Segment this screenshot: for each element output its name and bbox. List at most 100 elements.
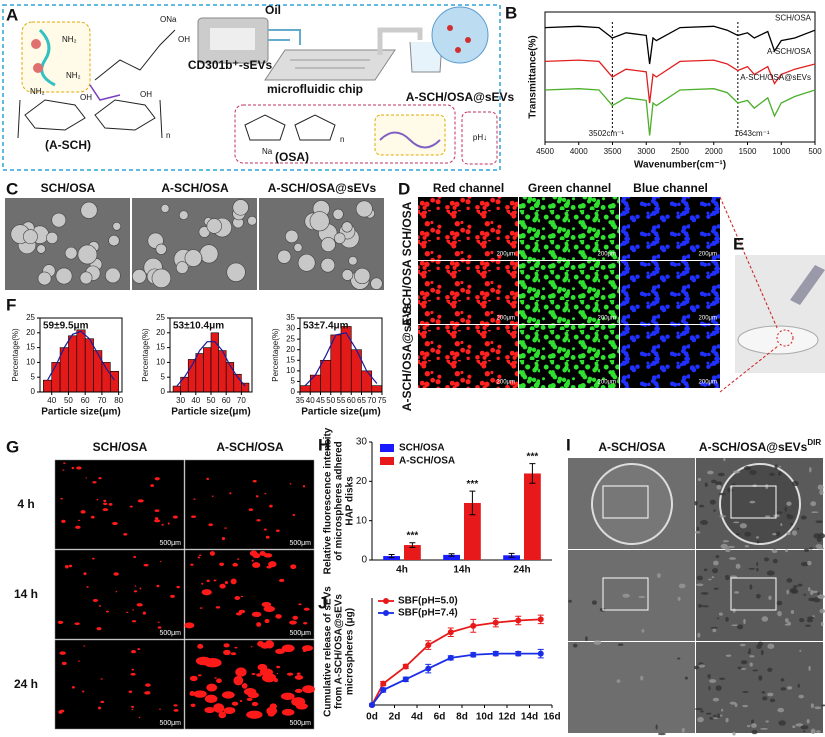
scale-bar-label: 200μm (497, 380, 515, 386)
texture (711, 576, 715, 579)
texture (789, 587, 797, 594)
texture (767, 643, 775, 649)
point (402, 663, 409, 670)
legend-label: SCH/OSA (399, 443, 445, 454)
texture (712, 567, 719, 574)
speck (206, 579, 210, 583)
speck (269, 504, 273, 508)
texture (622, 593, 630, 598)
panel-letter: F (6, 295, 16, 314)
speck (302, 485, 306, 488)
speck (275, 614, 282, 619)
group: NH₂ (62, 35, 77, 44)
label: microfluidic chip (267, 82, 363, 96)
y-tick-label: 20 (26, 328, 35, 337)
fluorescence-image (54, 549, 185, 640)
point (492, 650, 499, 657)
point (470, 651, 477, 658)
chip (264, 49, 396, 81)
texture (694, 531, 701, 534)
microsphere (46, 231, 59, 244)
texture (727, 487, 733, 493)
osa-box (234, 104, 456, 164)
legend-label: SBF(pH=7.4) (398, 608, 458, 619)
amine-chain (38, 28, 56, 87)
texture (773, 514, 780, 518)
texture (591, 600, 598, 605)
beaker (409, 41, 443, 73)
speck (76, 466, 82, 470)
microsphere (64, 246, 78, 260)
y-tick-label: 0 (161, 387, 166, 396)
texture (767, 692, 774, 697)
x-tick-label: 40 (47, 396, 56, 405)
speck (83, 572, 87, 576)
microsphere (132, 269, 147, 284)
fluorescence-image (519, 261, 619, 324)
bracket (17, 99, 163, 139)
speck (197, 556, 201, 559)
fluorescence-image (620, 261, 720, 324)
speck (96, 627, 102, 631)
x-tick-label: 40 (191, 396, 200, 405)
y-tick-label: 5 (31, 372, 36, 381)
speck (246, 710, 263, 719)
texture (700, 710, 704, 713)
speck (138, 716, 141, 719)
x-tick-label: 14d (521, 712, 538, 723)
speck (161, 523, 164, 526)
x-axis-label: Particle size(μm) (41, 407, 120, 418)
texture (694, 707, 703, 711)
speck (237, 558, 240, 560)
microsphere (332, 208, 344, 220)
speck (154, 519, 161, 523)
microsphere (293, 243, 303, 252)
texture (713, 560, 719, 566)
texture (774, 464, 778, 470)
speck (251, 611, 262, 617)
x-tick-label: 1500 (739, 147, 757, 156)
speck (133, 590, 138, 593)
microsphere-outline (719, 463, 801, 545)
texture (764, 557, 770, 562)
speck (133, 555, 137, 559)
speck (189, 675, 198, 682)
connector (719, 196, 779, 393)
texture (703, 568, 708, 572)
sem-image (568, 550, 695, 641)
x-axis-label: Particle size(μm) (301, 407, 380, 418)
scale-bar-label: 500μm (159, 630, 181, 637)
group: OH (178, 35, 190, 44)
bar (203, 347, 212, 393)
speck (154, 517, 159, 520)
speck (286, 672, 294, 676)
column-header: Green channel (528, 181, 611, 195)
speck (86, 586, 89, 588)
y-tick-label: 35 (286, 313, 295, 322)
y-tick-label: 20 (356, 476, 368, 487)
speck (219, 583, 226, 589)
microsphere (77, 244, 98, 265)
speck (231, 701, 239, 706)
speck (173, 708, 179, 712)
tube (268, 29, 301, 45)
speck (241, 683, 248, 689)
point (425, 665, 432, 672)
bond (89, 84, 121, 101)
speck (113, 572, 119, 576)
texture (568, 599, 572, 603)
speck (71, 466, 75, 470)
point (492, 619, 499, 626)
speck (62, 462, 66, 464)
x-tick-label: 3000 (637, 147, 655, 156)
speck (234, 595, 241, 601)
texture (572, 643, 578, 648)
texture (787, 621, 791, 626)
texture (798, 694, 804, 699)
texture (708, 578, 712, 581)
speck (233, 675, 244, 686)
speck (204, 694, 218, 704)
texture (585, 636, 588, 642)
speck (298, 603, 302, 606)
x-tick-label: 8d (456, 712, 468, 723)
